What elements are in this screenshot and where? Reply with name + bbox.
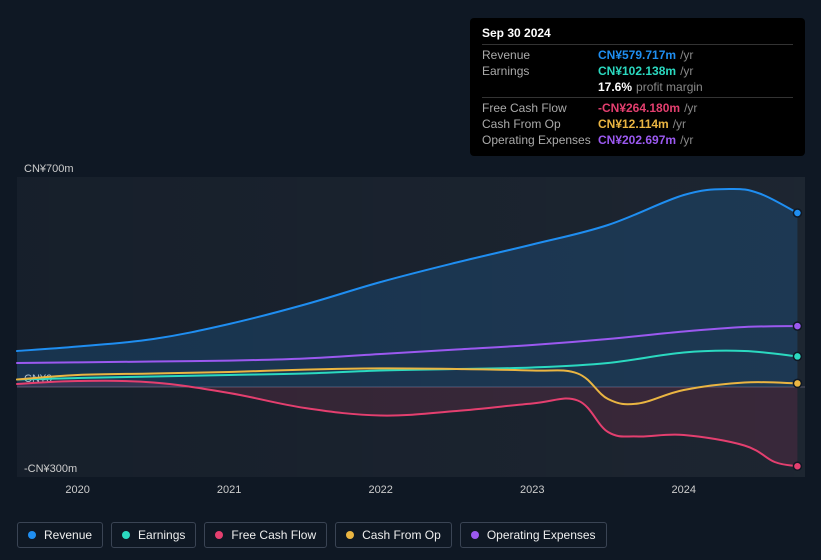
line-chart[interactable] (17, 177, 805, 477)
tooltip-value: -CN¥264.180m/yr (598, 101, 697, 115)
legend-label: Earnings (138, 528, 185, 542)
legend-item-earnings[interactable]: Earnings (111, 522, 196, 548)
x-tick-label: 2022 (368, 484, 392, 496)
legend-dot-icon (28, 531, 36, 539)
tooltip-row-revenue: RevenueCN¥579.717m/yr (482, 47, 793, 63)
x-tick-label: 2021 (217, 484, 241, 496)
tooltip-row-cfo: Cash From OpCN¥12.114m/yr (482, 116, 793, 132)
legend-dot-icon (346, 531, 354, 539)
series-end-marker-fcf[interactable] (793, 462, 801, 470)
series-end-marker-revenue[interactable] (793, 209, 801, 217)
series-fill-revenue (17, 189, 797, 387)
legend-label: Revenue (44, 528, 92, 542)
tooltip-value: CN¥12.114m/yr (598, 117, 686, 131)
x-tick-label: 2020 (65, 484, 89, 496)
tooltip-rows: RevenueCN¥579.717m/yrEarningsCN¥102.138m… (482, 47, 793, 148)
tooltip-value: CN¥579.717m/yr (598, 48, 693, 62)
tooltip-suffix: /yr (680, 64, 693, 78)
legend: Revenue Earnings Free Cash Flow Cash From O… (17, 522, 607, 548)
legend-dot-icon (122, 531, 130, 539)
series-fill-fcf (17, 381, 797, 466)
tooltip-label: Cash From Op (482, 117, 598, 131)
series-end-marker-opex[interactable] (793, 322, 801, 330)
tooltip-date: Sep 30 2024 (482, 26, 793, 45)
legend-item-revenue[interactable]: Revenue (17, 522, 103, 548)
tooltip-label: Operating Expenses (482, 133, 598, 147)
tooltip-separator (482, 97, 793, 98)
tooltip-suffix: /yr (684, 101, 697, 115)
tooltip-suffix: /yr (673, 117, 686, 131)
tooltip-label: Revenue (482, 48, 598, 62)
tooltip-suffix: profit margin (636, 80, 703, 94)
legend-dot-icon (471, 531, 479, 539)
legend-label: Cash From Op (362, 528, 441, 542)
tooltip-value: CN¥202.697m/yr (598, 133, 693, 147)
legend-label: Free Cash Flow (231, 528, 316, 542)
legend-item-fcf[interactable]: Free Cash Flow (204, 522, 327, 548)
tooltip-value: 17.6%profit margin (598, 80, 703, 94)
tooltip-label (482, 80, 598, 94)
legend-dot-icon (215, 531, 223, 539)
legend-item-opex[interactable]: Operating Expenses (460, 522, 607, 548)
tooltip-label: Earnings (482, 64, 598, 78)
tooltip-suffix: /yr (680, 48, 693, 62)
legend-item-cfo[interactable]: Cash From Op (335, 522, 452, 548)
x-tick-label: 2023 (520, 484, 544, 496)
series-end-marker-earnings[interactable] (793, 352, 801, 360)
tooltip-row-fcf: Free Cash Flow-CN¥264.180m/yr (482, 100, 793, 116)
tooltip-row-earnings: EarningsCN¥102.138m/yr (482, 63, 793, 79)
series-end-marker-cfo[interactable] (793, 379, 801, 387)
tooltip-row-margin: 17.6%profit margin (482, 79, 793, 95)
legend-label: Operating Expenses (487, 528, 596, 542)
tooltip-suffix: /yr (680, 133, 693, 147)
tooltip-row-opex: Operating ExpensesCN¥202.697m/yr (482, 132, 793, 148)
x-tick-label: 2024 (672, 484, 696, 496)
tooltip-card: Sep 30 2024 RevenueCN¥579.717m/yrEarning… (470, 18, 805, 156)
y-tick-label: CN¥700m (24, 163, 74, 175)
tooltip-value: CN¥102.138m/yr (598, 64, 693, 78)
tooltip-label: Free Cash Flow (482, 101, 598, 115)
